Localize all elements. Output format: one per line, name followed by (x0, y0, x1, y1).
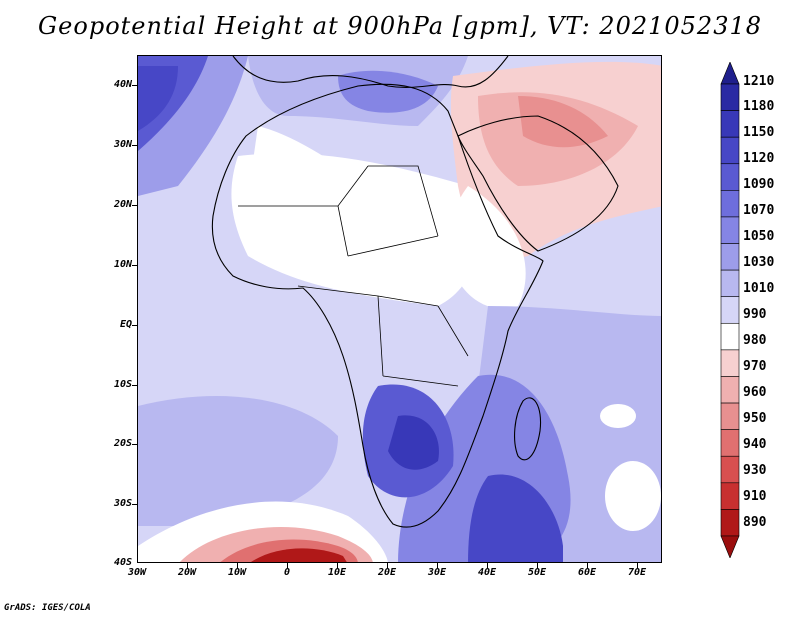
geopotential-field (138, 56, 661, 562)
lat-tick (132, 205, 137, 206)
colorbar-label: 1050 (743, 229, 775, 244)
lat-label-20s: 20S (113, 438, 132, 449)
colorbar-segment (720, 455, 740, 484)
lon-tick (637, 563, 638, 568)
map-panel (137, 55, 662, 563)
lon-label-0: 0 (283, 567, 291, 578)
lon-label-10w: 10W (227, 567, 247, 578)
lon-label-30w: 30W (127, 567, 147, 578)
lon-label-40e: 40E (477, 567, 497, 578)
colorbar-label: 980 (743, 333, 767, 348)
europe-coastline (232, 56, 509, 88)
colorbar-segment (720, 322, 740, 351)
lat-tick (132, 85, 137, 86)
colorbar-label: 1150 (743, 125, 775, 140)
lon-label-60e: 60E (577, 567, 597, 578)
colorbar-segment (720, 136, 740, 165)
colorbar-segment (720, 190, 740, 218)
lon-label-50e: 50E (527, 567, 547, 578)
lat-label-10n: 10N (113, 259, 132, 270)
lon-label-20e: 20E (377, 567, 397, 578)
colorbar-segment (720, 509, 740, 537)
colorbar-label: 960 (743, 385, 767, 400)
colorbar-segment (720, 163, 740, 191)
colorbar-label: 990 (743, 307, 767, 322)
colorbar-label: 890 (743, 515, 767, 530)
colorbar-segment (720, 269, 740, 298)
colorbar-segment (720, 296, 740, 324)
lat-label-eq: EQ (119, 319, 132, 330)
field-indian-ocean-spot (600, 404, 636, 428)
madagascar-coastline (514, 397, 542, 461)
colorbar-segment (720, 216, 740, 244)
colorbar-label: 910 (743, 489, 767, 504)
lat-label-20n: 20N (113, 199, 132, 210)
chart-title: Geopotential Height at 900hPa [gpm], VT:… (38, 12, 762, 40)
lat-tick (132, 145, 137, 146)
lon-tick (187, 563, 188, 568)
colorbar-segment (720, 83, 740, 111)
lat-tick (132, 444, 137, 445)
colorbar-label: 1070 (743, 203, 775, 218)
lon-label-10e: 10E (327, 567, 347, 578)
lat-tick (132, 504, 137, 505)
field-southern-low-core (251, 548, 347, 562)
grads-credit: GrADS: IGES/COLA (4, 603, 91, 613)
field-atlantic-core (138, 66, 178, 131)
lon-tick (387, 563, 388, 568)
field-central-med (338, 70, 438, 113)
colorbar-label: 930 (743, 463, 767, 478)
arabia-coastline (457, 115, 619, 252)
colorbar-label: 1010 (743, 281, 775, 296)
country-borders (238, 165, 469, 387)
lat-tick (132, 265, 137, 266)
colorbar-segment (720, 402, 740, 430)
colorbar-label: 1210 (743, 74, 775, 89)
colorbar-label: 1030 (743, 255, 775, 270)
colorbar-segment (720, 376, 740, 404)
lat-label-30n: 30N (113, 139, 132, 150)
field-horn (448, 186, 526, 309)
africa-coastline (211, 83, 544, 528)
field-southern-africa-core (388, 415, 439, 470)
lon-tick (287, 563, 288, 568)
colorbar-label: 940 (743, 437, 767, 452)
lat-label-40n: 40N (113, 79, 132, 90)
lon-label-70e: 70E (627, 567, 647, 578)
colorbar-segment (720, 110, 740, 138)
lat-label-30s: 30S (113, 498, 132, 509)
field-mozambique-high (468, 474, 563, 562)
colorbar-label: 1120 (743, 151, 775, 166)
colorbar-label: 1090 (743, 177, 775, 192)
lon-label-20w: 20W (177, 567, 197, 578)
colorbar-label: 950 (743, 411, 767, 426)
colorbar-segment (720, 535, 740, 558)
colorbar-label: 970 (743, 359, 767, 374)
lon-tick (237, 563, 238, 568)
colorbar-segment (720, 243, 740, 271)
lon-tick (537, 563, 538, 568)
field-arabia-core (518, 96, 608, 148)
colorbar-label: 1180 (743, 99, 775, 114)
colorbar-segment (720, 482, 740, 510)
lon-tick (487, 563, 488, 568)
lat-label-40s: 40S (113, 557, 132, 568)
lat-tick (132, 325, 137, 326)
lat-label-10s: 10S (113, 379, 132, 390)
lon-tick (437, 563, 438, 568)
colorbar (720, 62, 740, 558)
field-sahara-west (248, 126, 368, 203)
colorbar-segment (720, 349, 740, 377)
colorbar-segment (720, 62, 740, 85)
field-indian-ocean-low (605, 461, 661, 531)
lon-tick (337, 563, 338, 568)
field-south-atlantic (138, 396, 338, 526)
lon-label-30e: 30E (427, 567, 447, 578)
lon-tick (587, 563, 588, 568)
lat-tick (132, 385, 137, 386)
colorbar-segment (720, 429, 740, 457)
